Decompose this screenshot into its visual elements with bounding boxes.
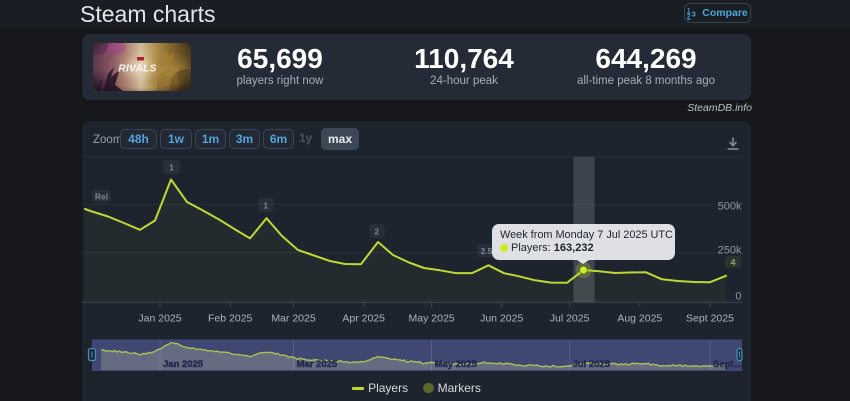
svg-text:250k: 250k [718,245,742,257]
svg-text:500k: 500k [718,201,742,213]
svg-text:2: 2 [374,227,379,237]
svg-text:2: 2 [687,14,691,19]
svg-text:Apr 2025: Apr 2025 [342,313,385,325]
svg-text:Jan 2025: Jan 2025 [163,359,204,370]
svg-text:1: 1 [169,163,174,173]
svg-text:Mar 2025: Mar 2025 [271,313,316,325]
svg-text:Jan 2025: Jan 2025 [138,313,181,325]
svg-text:Rel: Rel [95,192,108,202]
svg-text:Feb 2025: Feb 2025 [208,313,253,325]
svg-text:Jul 2025: Jul 2025 [550,313,590,325]
svg-text:4: 4 [730,258,735,268]
svg-text:Sept…: Sept… [713,359,743,370]
svg-text:1: 1 [263,201,268,211]
svg-text:0: 0 [735,291,741,303]
svg-text:Jul 2025: Jul 2025 [573,359,611,370]
svg-text:Jun 2025: Jun 2025 [480,313,523,325]
svg-text:May 2025: May 2025 [409,313,455,325]
svg-text:2.5: 2.5 [481,246,493,256]
svg-text:1: 1 [687,8,691,14]
svg-text:Aug 2025: Aug 2025 [617,313,662,325]
svg-text:Sept 2025: Sept 2025 [686,313,734,325]
svg-text:Mar 2025: Mar 2025 [297,359,338,370]
svg-text:May 2025: May 2025 [435,359,478,370]
svg-text:3: 3 [692,9,696,18]
